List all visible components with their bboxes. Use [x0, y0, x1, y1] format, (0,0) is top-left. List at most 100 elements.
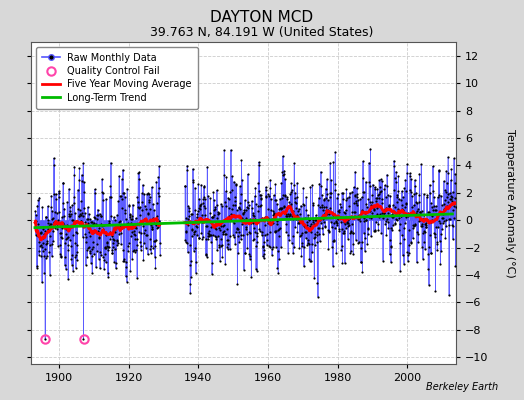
- Point: [191, 269, 200, 276]
- Point: [375, 191, 384, 198]
- Point: [156, 240, 164, 246]
- Point: [337, 247, 345, 254]
- Point: [289, 233, 298, 239]
- Point: [446, 193, 455, 199]
- Point: [231, 202, 239, 208]
- Point: [420, 228, 428, 234]
- Point: [285, 236, 293, 243]
- Point: [232, 207, 241, 213]
- Point: [130, 247, 138, 254]
- Point: [308, 182, 316, 188]
- Point: [82, 216, 91, 222]
- Point: [190, 207, 199, 214]
- Point: [97, 252, 105, 258]
- Point: [122, 273, 130, 280]
- Point: [198, 212, 206, 218]
- Point: [310, 274, 319, 281]
- Point: [155, 193, 163, 199]
- Point: [337, 226, 346, 232]
- Point: [263, 236, 271, 243]
- Point: [403, 161, 411, 168]
- Point: [137, 219, 146, 225]
- Point: [398, 206, 406, 212]
- Point: [372, 195, 380, 201]
- Point: [409, 202, 418, 208]
- Point: [291, 195, 299, 201]
- Point: [211, 233, 219, 240]
- Point: [75, 165, 84, 172]
- Point: [264, 205, 272, 212]
- Point: [395, 215, 403, 221]
- Point: [42, 255, 50, 261]
- Point: [189, 179, 198, 186]
- Point: [70, 194, 78, 200]
- Point: [155, 185, 163, 191]
- Point: [328, 224, 336, 231]
- Point: [221, 231, 229, 237]
- Point: [432, 203, 440, 210]
- Point: [316, 220, 325, 226]
- Point: [361, 234, 369, 241]
- Point: [66, 213, 74, 219]
- Point: [128, 256, 136, 262]
- Point: [230, 234, 238, 241]
- Point: [378, 200, 386, 206]
- Point: [439, 211, 447, 218]
- Point: [151, 264, 160, 271]
- Point: [204, 192, 212, 199]
- Point: [438, 209, 446, 216]
- Point: [431, 207, 439, 213]
- Point: [289, 208, 297, 214]
- Point: [300, 215, 309, 221]
- Point: [387, 243, 395, 250]
- Point: [113, 212, 121, 218]
- Point: [234, 233, 242, 239]
- Point: [378, 215, 387, 222]
- Point: [70, 163, 79, 170]
- Point: [239, 210, 247, 217]
- Point: [407, 176, 416, 183]
- Point: [362, 216, 370, 223]
- Point: [434, 224, 442, 230]
- Point: [414, 206, 422, 212]
- Point: [106, 229, 114, 235]
- Point: [375, 195, 383, 201]
- Point: [383, 171, 391, 178]
- Point: [324, 211, 333, 218]
- Point: [388, 211, 396, 218]
- Point: [425, 182, 434, 188]
- Point: [302, 229, 311, 236]
- Point: [108, 250, 117, 256]
- Point: [31, 219, 39, 226]
- Point: [57, 233, 66, 240]
- Point: [238, 215, 246, 221]
- Point: [118, 176, 126, 182]
- Point: [74, 213, 83, 220]
- Point: [85, 243, 93, 250]
- Point: [259, 243, 267, 249]
- Point: [265, 192, 274, 199]
- Point: [416, 209, 424, 215]
- Point: [403, 249, 411, 255]
- Point: [386, 244, 395, 250]
- Point: [113, 237, 122, 243]
- Point: [193, 210, 202, 217]
- Point: [77, 218, 85, 224]
- Point: [40, 270, 48, 276]
- Point: [360, 218, 368, 225]
- Point: [245, 256, 254, 262]
- Point: [226, 147, 235, 153]
- Point: [311, 212, 320, 218]
- Point: [215, 225, 223, 231]
- Point: [406, 187, 414, 193]
- Point: [307, 229, 315, 235]
- Point: [368, 203, 377, 209]
- Point: [324, 227, 332, 233]
- Point: [204, 236, 213, 242]
- Point: [217, 223, 225, 230]
- Point: [353, 185, 361, 192]
- Point: [410, 177, 419, 183]
- Point: [48, 241, 57, 247]
- Point: [279, 203, 288, 209]
- Point: [258, 244, 267, 250]
